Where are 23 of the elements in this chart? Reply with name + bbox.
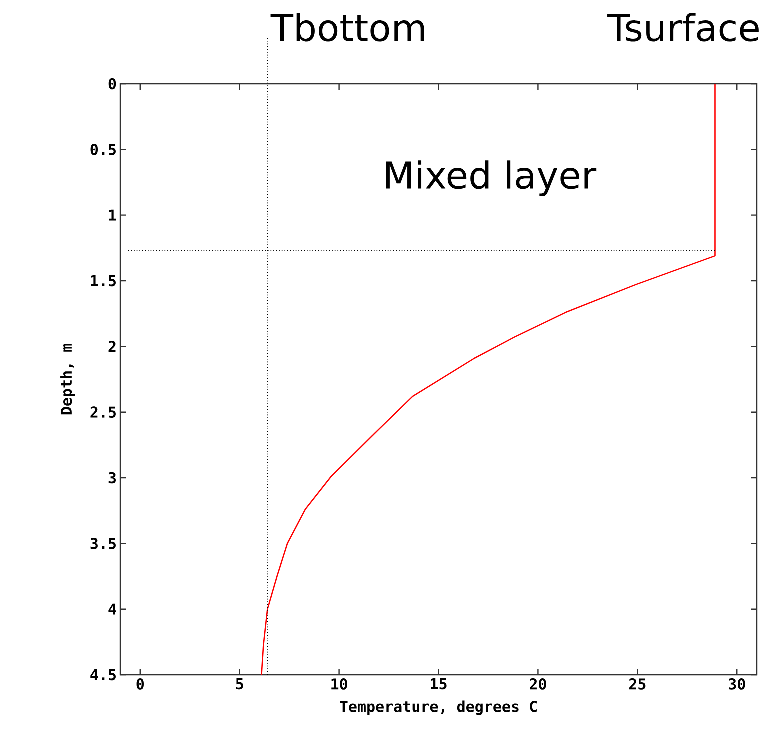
- x-tick-label: 5: [236, 678, 244, 690]
- y-tick-label: 3.5: [90, 538, 116, 550]
- y-tick-label: 2.5: [90, 406, 116, 418]
- x-tick-label: 10: [332, 678, 348, 690]
- y-axis-title: Depth, m: [60, 344, 76, 415]
- y-tick-label: 2: [108, 341, 116, 352]
- y-tick-label: 4.5: [90, 669, 116, 681]
- y-tick-label: 0.5: [90, 144, 116, 156]
- y-tick-label: 1.5: [91, 275, 116, 287]
- annotation: Mixed layer: [386, 160, 597, 196]
- y-tick-label: 3: [108, 472, 116, 484]
- x-tick-label: 30: [729, 678, 746, 690]
- line-series: [261, 83, 716, 676]
- y-tick-label: 1: [109, 210, 116, 221]
- x-tick-label: 0: [136, 678, 144, 690]
- annotation: Tsurface: [608, 13, 759, 42]
- y-tick-label: 0: [108, 78, 116, 90]
- annotation: Tbottom: [270, 13, 424, 42]
- y-tick-label: 4: [108, 604, 116, 615]
- x-tick-label: 15: [431, 678, 447, 690]
- x-tick-label: 20: [530, 678, 546, 690]
- x-tick-label: 25: [629, 678, 646, 690]
- x-axis-title: Temperature, degrees C: [340, 700, 537, 716]
